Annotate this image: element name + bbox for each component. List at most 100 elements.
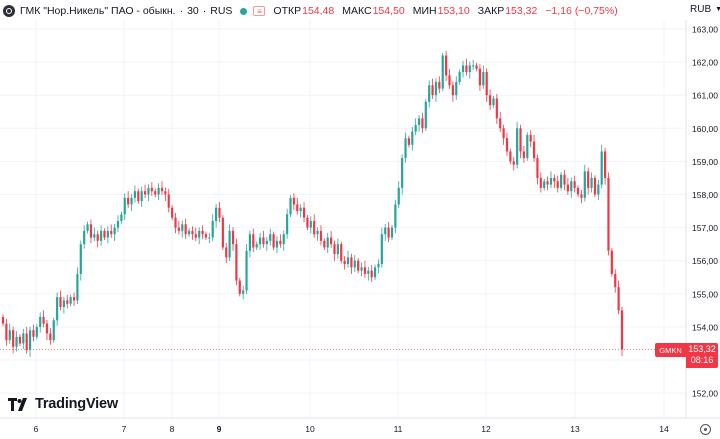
candle-body[interactable] <box>495 98 498 119</box>
market-status-dot-icon[interactable] <box>240 7 248 15</box>
candle-body[interactable] <box>428 85 431 102</box>
candle-body[interactable] <box>22 333 25 344</box>
candle-body[interactable] <box>384 227 387 235</box>
candle-body[interactable] <box>499 118 502 129</box>
candle-body[interactable] <box>350 257 353 268</box>
candle-body[interactable] <box>221 217 224 248</box>
candle-body[interactable] <box>346 257 350 265</box>
candle-body[interactable] <box>208 237 211 239</box>
candle-body[interactable] <box>76 273 79 301</box>
candle-body[interactable] <box>282 234 285 245</box>
candle-body[interactable] <box>458 72 461 82</box>
candle-body[interactable] <box>397 187 400 205</box>
candle-body[interactable] <box>130 197 133 205</box>
candle-body[interactable] <box>174 217 177 228</box>
candle-body[interactable] <box>417 118 421 125</box>
candle-body[interactable] <box>242 290 245 294</box>
candle-body[interactable] <box>198 230 201 238</box>
candle-body[interactable] <box>505 138 509 152</box>
candle-body[interactable] <box>106 230 109 238</box>
candle-body[interactable] <box>488 95 492 106</box>
candle-body[interactable] <box>49 333 52 341</box>
candle-body[interactable] <box>509 151 512 162</box>
candle-body[interactable] <box>512 161 515 165</box>
candle-body[interactable] <box>18 336 22 344</box>
candle-body[interactable] <box>86 224 89 231</box>
candle-body[interactable] <box>309 220 312 228</box>
candle-body[interactable] <box>275 240 279 248</box>
candle-body[interactable] <box>235 244 238 281</box>
candle-body[interactable] <box>272 234 275 248</box>
candle-body[interactable] <box>187 230 191 235</box>
candle-body[interactable] <box>434 81 438 96</box>
candle-body[interactable] <box>59 297 62 308</box>
candle-body[interactable] <box>367 270 370 274</box>
candle-body[interactable] <box>532 141 536 159</box>
candle-body[interactable] <box>424 101 427 129</box>
candle-body[interactable] <box>370 270 373 278</box>
candle-body[interactable] <box>576 187 580 195</box>
candle-body[interactable] <box>123 197 126 215</box>
candle-body[interactable] <box>553 177 556 182</box>
candle-body[interactable] <box>1 316 5 324</box>
candle-body[interactable] <box>32 330 35 337</box>
candle-body[interactable] <box>167 194 170 208</box>
candle-body[interactable] <box>164 191 167 195</box>
candle-body[interactable] <box>218 207 221 218</box>
candles-series[interactable] <box>1 50 624 357</box>
candle-body[interactable] <box>127 197 130 205</box>
candle-body[interactable] <box>214 207 218 221</box>
candle-body[interactable] <box>445 55 448 76</box>
candle-body[interactable] <box>590 177 593 188</box>
candle-body[interactable] <box>316 230 319 235</box>
candle-body[interactable] <box>617 287 620 311</box>
candle-body[interactable] <box>191 230 194 235</box>
candle-body[interactable] <box>306 217 309 228</box>
candle-body[interactable] <box>516 128 519 165</box>
candle-body[interactable] <box>62 300 65 308</box>
candle-body[interactable] <box>482 72 485 86</box>
candle-body[interactable] <box>407 138 411 145</box>
candle-body[interactable] <box>113 227 116 235</box>
candle-body[interactable] <box>330 237 333 245</box>
candle-body[interactable] <box>181 224 184 231</box>
candle-body[interactable] <box>79 244 82 274</box>
candle-body[interactable] <box>103 230 106 238</box>
candle-body[interactable] <box>69 297 72 304</box>
candle-body[interactable] <box>296 204 299 212</box>
candle-body[interactable] <box>556 181 559 188</box>
candle-body[interactable] <box>52 320 55 341</box>
candle-body[interactable] <box>5 323 8 341</box>
ohlc-toggle-button[interactable]: ≡ <box>253 6 266 16</box>
candle-body[interactable] <box>583 171 586 198</box>
candle-body[interactable] <box>292 197 295 205</box>
candle-body[interactable] <box>99 230 103 241</box>
symbol-name[interactable]: ГМК "Нор.Никель" ПАО - обыкн. <box>20 5 176 17</box>
candle-body[interactable] <box>286 214 289 235</box>
candle-body[interactable] <box>478 68 482 86</box>
candle-body[interactable] <box>340 244 343 261</box>
candle-body[interactable] <box>373 267 377 278</box>
candle-body[interactable] <box>401 158 404 188</box>
candle-body[interactable] <box>380 234 383 265</box>
candle-body[interactable] <box>140 191 143 202</box>
candle-body[interactable] <box>194 234 197 238</box>
candle-body[interactable] <box>319 230 323 241</box>
candle-body[interactable] <box>323 240 326 248</box>
candle-body[interactable] <box>12 330 15 347</box>
candle-body[interactable] <box>353 260 356 268</box>
candle-body[interactable] <box>211 220 214 238</box>
candle-body[interactable] <box>120 214 123 221</box>
candle-body[interactable] <box>204 234 208 238</box>
candle-body[interactable] <box>116 220 120 228</box>
candle-body[interactable] <box>147 187 150 195</box>
currency-selector[interactable]: RUB ▼ <box>690 4 720 15</box>
candle-body[interactable] <box>110 230 113 235</box>
candle-body[interactable] <box>485 72 488 96</box>
candle-body[interactable] <box>231 230 235 245</box>
time-axis[interactable]: 6 7 8 9 10 11 12 13 14 <box>34 424 669 434</box>
gear-icon[interactable] <box>700 424 711 435</box>
candle-body[interactable] <box>15 336 18 347</box>
candle-body[interactable] <box>28 330 32 351</box>
candle-body[interactable] <box>394 204 397 228</box>
